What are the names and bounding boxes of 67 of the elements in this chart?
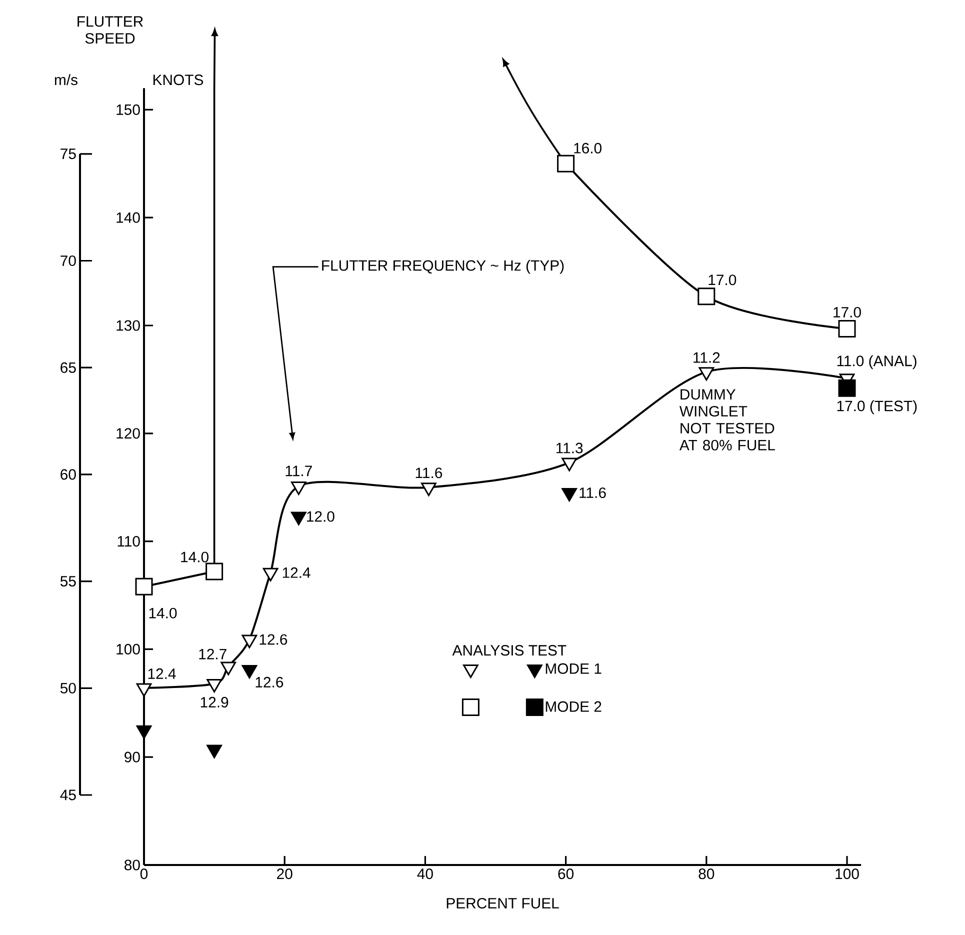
y2-tick-label: 55 <box>60 576 76 587</box>
point <box>220 662 236 676</box>
x-axis-title: PERCENT FUEL <box>446 898 559 909</box>
annotation: DUMMY WINGLET NOT TESTED AT 80% FUEL <box>679 389 775 450</box>
point <box>698 288 716 306</box>
point <box>290 482 306 496</box>
point <box>557 154 575 172</box>
y-tick-label: 150 <box>116 104 140 115</box>
y2-tick-label: 50 <box>60 682 76 694</box>
point <box>562 458 577 472</box>
point <box>242 634 258 648</box>
point <box>838 320 856 338</box>
x-tick-label: 100 <box>836 868 859 880</box>
y-tick-label: 80 <box>124 860 140 870</box>
annotation: 11.6 <box>580 487 606 498</box>
point <box>562 488 577 502</box>
y2-tick-label: 45 <box>60 790 76 800</box>
annotation: 12.0 <box>307 511 334 522</box>
point <box>206 678 222 692</box>
legend-title: ANALYSIS TEST <box>452 645 566 656</box>
annotation: 12.6 <box>256 676 284 688</box>
legend-label: MODE 2 <box>546 701 602 712</box>
point <box>698 367 714 381</box>
point <box>136 683 152 697</box>
x-tick-label: 80 <box>698 868 714 880</box>
y2-tick-label: 65 <box>60 362 76 373</box>
annotation: 12.4 <box>282 567 310 578</box>
annotation: FLUTTER FREQUENCY ~ Hz (TYP) <box>322 260 564 274</box>
y2-tick-label: 60 <box>60 469 76 480</box>
annotation: 11.6 <box>416 468 442 478</box>
annotation: 12.7 <box>199 648 226 660</box>
annotation: 12.4 <box>148 668 176 679</box>
annotation: 11.7 <box>286 466 312 476</box>
annotation: 17.0 <box>834 306 861 318</box>
annotation: 14.0 <box>181 552 209 562</box>
point <box>838 379 856 397</box>
x-tick-label: 40 <box>417 868 433 880</box>
point <box>262 568 278 582</box>
point <box>136 725 152 739</box>
annotation: 12.6 <box>260 634 288 645</box>
point <box>421 482 436 496</box>
legend-label: MODE 1 <box>546 663 602 674</box>
point <box>242 664 258 678</box>
y-tick-label: 100 <box>116 644 140 654</box>
point <box>290 512 306 526</box>
y-tick-label: 120 <box>116 428 140 439</box>
x-tick-label: 60 <box>558 868 574 880</box>
y2-tick-label: 70 <box>60 255 76 266</box>
annotation: 16.0 <box>574 142 602 154</box>
y-tick-label: 110 <box>118 536 140 547</box>
y-axis-title: KNOTS <box>153 74 204 86</box>
point <box>206 744 222 758</box>
annotation: 11.0 (ANAL) <box>837 355 916 370</box>
x-tick-label: 0 <box>140 868 148 880</box>
y2-tick-label: 75 <box>60 148 76 160</box>
y2-axis-title: m/s <box>54 74 78 86</box>
annotation: 17.0 <box>708 274 736 286</box>
y-tick-label: 90 <box>124 752 140 762</box>
annotation: 12.9 <box>200 696 228 708</box>
chart-title: FLUTTER SPEED <box>78 16 143 44</box>
x-tick-label: 20 <box>277 868 292 880</box>
annotation: 11.3 <box>556 442 583 454</box>
annotation: 14.0 <box>149 608 177 618</box>
y-tick-label: 140 <box>116 212 140 223</box>
annotation: 11.2 <box>694 352 720 363</box>
y-tick-label: 130 <box>116 320 140 331</box>
annotation: 17.0 (TEST) <box>837 400 917 414</box>
